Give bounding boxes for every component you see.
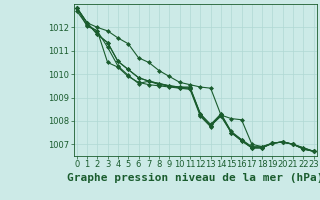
X-axis label: Graphe pression niveau de la mer (hPa): Graphe pression niveau de la mer (hPa)	[67, 173, 320, 183]
